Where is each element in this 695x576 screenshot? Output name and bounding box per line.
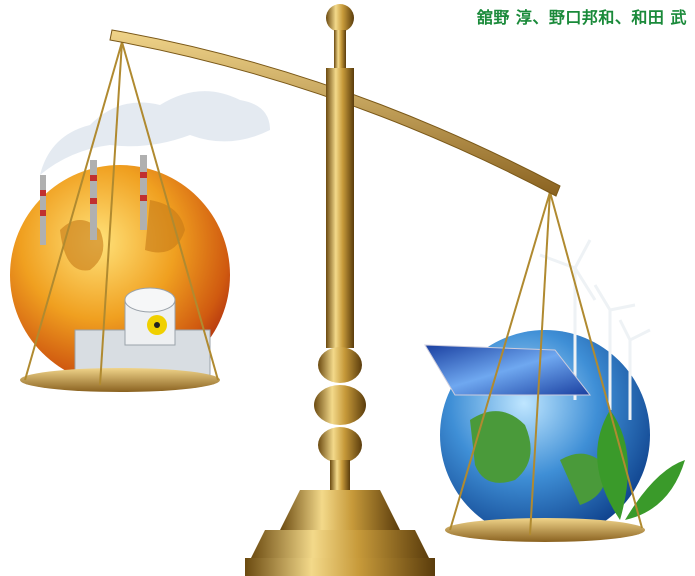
right-chains xyxy=(449,191,643,536)
nuclear-plant xyxy=(74,287,211,376)
beam xyxy=(109,29,561,197)
chimneys xyxy=(40,155,147,245)
globe-land xyxy=(60,200,185,271)
credit: 舘野 淳、野口邦和、和田 武 xyxy=(476,8,687,27)
left-chains xyxy=(24,41,219,386)
continents xyxy=(470,411,606,505)
right-pan xyxy=(445,518,645,542)
pillar xyxy=(245,4,435,576)
left-pan xyxy=(20,368,220,392)
plant xyxy=(597,410,685,520)
solar-panel xyxy=(424,344,592,396)
smoke xyxy=(40,91,270,175)
